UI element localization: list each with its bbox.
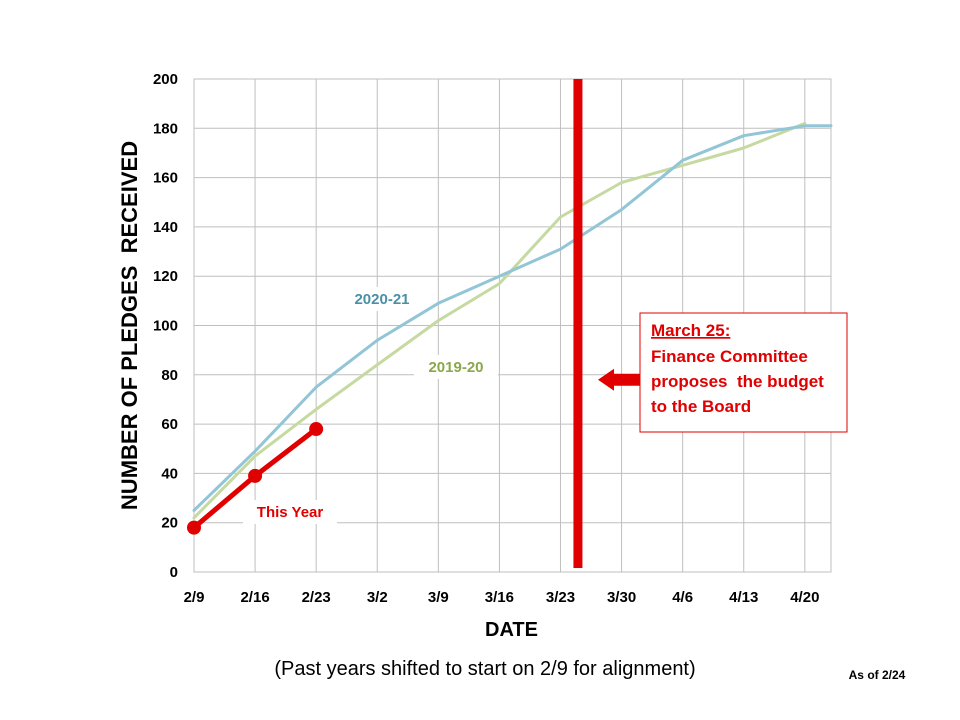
y-tick-label: 140 — [153, 219, 178, 236]
y-tick-label: 100 — [153, 318, 178, 335]
x-tick-label: 4/13 — [729, 589, 758, 606]
series-label-2020-21: 2020-21 — [354, 291, 409, 308]
callout-heading: March 25: — [651, 321, 730, 340]
y-tick-label: 180 — [153, 120, 178, 137]
series-lines — [187, 121, 833, 535]
y-tick-label: 0 — [170, 564, 178, 581]
chart-caption: (Past years shifted to start on 2/9 for … — [274, 658, 695, 680]
y-tick-labels: 0 20 40 60 80 100 120 140 160 180 200 — [153, 71, 178, 581]
y-tick-label: 40 — [161, 465, 178, 482]
x-tick-label: 2/16 — [240, 589, 269, 606]
callout-box — [639, 312, 848, 433]
label-background — [414, 355, 498, 379]
data-point-this-year — [309, 422, 324, 437]
x-tick-labels: 2/9 2/16 2/23 3/2 3/9 3/16 3/23 3/30 4/6 4/13 4/20 — [184, 589, 820, 606]
series-label-2019-20: 2019-20 — [428, 359, 483, 376]
budget-callout: March 25: Finance Committee proposes the… — [598, 312, 848, 433]
y-tick-label: 120 — [153, 268, 178, 285]
callout-arrow-icon — [598, 368, 640, 391]
x-tick-label: 3/9 — [428, 589, 449, 606]
callout-line: to the Board — [651, 397, 751, 416]
as-of-note: As of 2/24 — [849, 668, 906, 682]
callout-line: proposes the budget — [651, 372, 824, 391]
y-axis-title: NUMBER OF PLEDGES RECEIVED — [117, 141, 142, 510]
label-background — [342, 287, 422, 311]
x-axis-title: DATE — [485, 619, 538, 641]
y-tick-label: 160 — [153, 170, 178, 187]
series-line-2019-20 — [192, 121, 807, 520]
y-tick-label: 80 — [161, 367, 178, 384]
x-tick-label: 2/9 — [184, 589, 205, 606]
x-tick-label: 3/30 — [607, 589, 636, 606]
x-tick-label: 2/23 — [302, 589, 331, 606]
series-line-2020-21 — [192, 124, 833, 512]
y-tick-label: 20 — [161, 515, 178, 532]
series-label-this-year: This Year — [257, 504, 324, 521]
data-point-this-year — [187, 520, 201, 535]
x-tick-label: 4/20 — [790, 589, 819, 606]
callout-line: Finance Committee — [651, 347, 808, 366]
x-tick-label: 3/16 — [485, 589, 514, 606]
label-background — [243, 500, 337, 524]
data-point-this-year — [248, 468, 263, 483]
x-tick-label: 4/6 — [672, 589, 693, 606]
y-tick-label: 200 — [153, 71, 178, 88]
y-tick-label: 60 — [161, 416, 178, 433]
x-tick-label: 3/23 — [546, 589, 575, 606]
x-tick-label: 3/2 — [367, 589, 388, 606]
